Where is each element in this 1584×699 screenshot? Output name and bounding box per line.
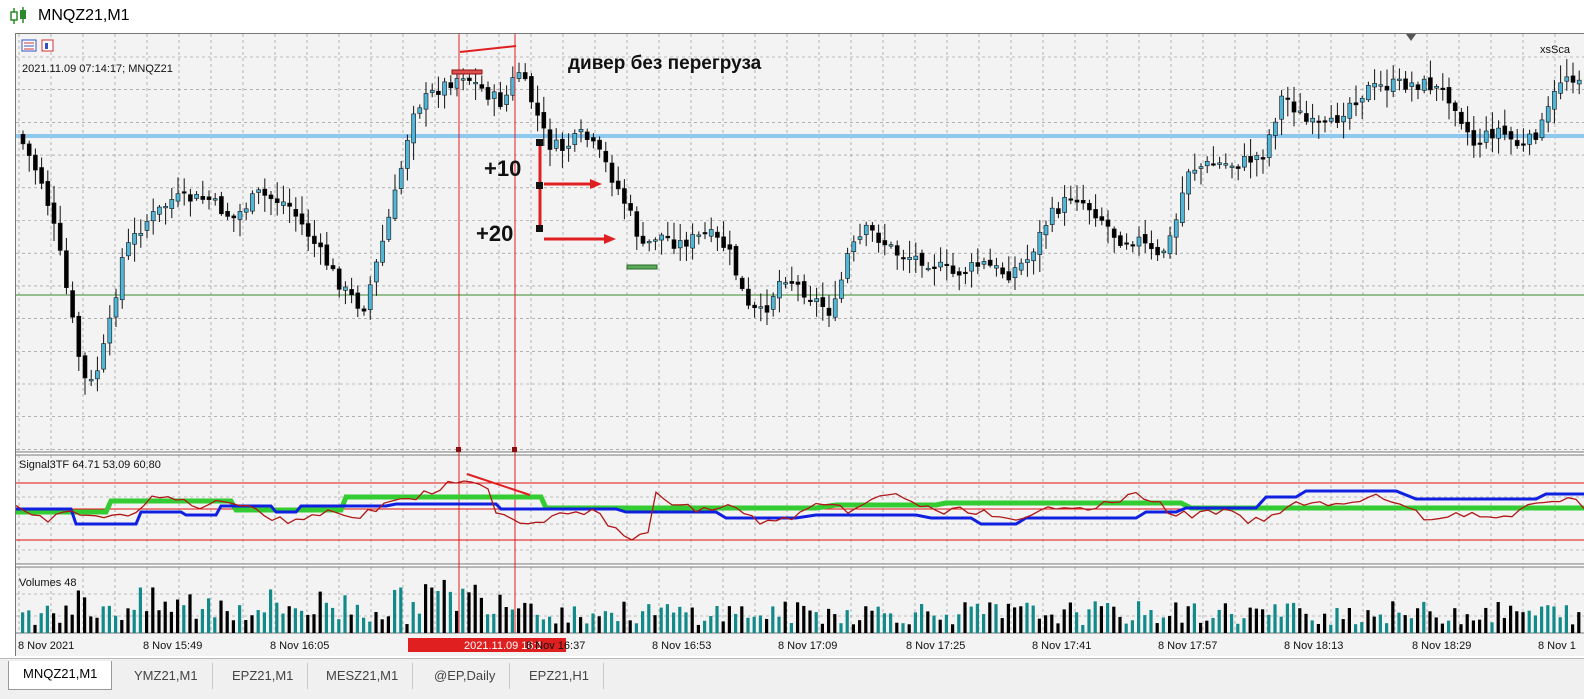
arrow-right-icon: [604, 234, 616, 244]
top-level-marker[interactable]: [451, 69, 483, 75]
bottom-level-marker[interactable]: [626, 264, 658, 270]
chart-header-info: 2021.11.09 07:14:17; MNQZ21: [22, 63, 173, 75]
plus20-label: +20: [476, 221, 513, 246]
tab-ep-daily[interactable]: @EP,Daily: [420, 663, 511, 689]
candlestick-chart-icon: [10, 7, 26, 24]
window-titlebar: MNQZ21,M1: [0, 0, 1584, 32]
time-axis-label: 8 Nov 16:53: [652, 640, 711, 652]
tab-ymz21[interactable]: YMZ21,M1: [120, 663, 213, 689]
time-axis-label: 8 Nov 1: [1538, 640, 1576, 652]
tab-epz21-h1[interactable]: EPZ21,H1: [515, 663, 604, 689]
marker-handle[interactable]: [512, 447, 517, 452]
time-axis-label: 8 Nov 15:49: [143, 640, 202, 652]
signal-series: [16, 480, 1584, 541]
volumes-indicator-label: Volumes 48: [19, 577, 76, 589]
chart-canvas[interactable]: +10 +20 дивер без перегруза 2021.11.09 0…: [16, 34, 1584, 656]
annotation-title: дивер без перегруза: [568, 53, 762, 74]
time-axis-label: 8 Nov 16:37: [526, 640, 585, 652]
plus10-label: +10: [484, 156, 521, 181]
bracket-point[interactable]: [536, 225, 543, 232]
time-highlight-box: [408, 638, 566, 652]
window-title: MNQZ21,M1: [38, 7, 130, 24]
tab-mesz21[interactable]: MESZ21,M1: [312, 663, 414, 689]
time-axis-label: 8 Nov 18:29: [1412, 640, 1471, 652]
chart-shift-marker-icon[interactable]: [1406, 34, 1416, 41]
arrow-right-icon: [590, 179, 602, 189]
pane-separator: [16, 452, 1584, 455]
signal-divergence-line[interactable]: [466, 473, 531, 496]
bracket-point[interactable]: [536, 182, 543, 189]
tab-epz21-m1[interactable]: EPZ21,M1: [218, 663, 309, 689]
candlestick-series: [20, 59, 1582, 395]
time-axis-label: 8 Nov 2021: [18, 640, 74, 652]
time-axis-label: 8 Nov 17:41: [1032, 640, 1091, 652]
time-axis-label: 8 Nov 17:09: [778, 640, 837, 652]
divergence-trendline[interactable]: [459, 45, 517, 53]
time-axis: 2021.11.09 16:1 8 Nov 2021 8 Nov 15:49 8 N…: [18, 638, 1576, 652]
chart-grid: [16, 34, 1584, 633]
time-highlight-label: 2021.11.09 16:1: [464, 640, 543, 652]
bracket-point[interactable]: [536, 139, 543, 146]
chart-header-icons[interactable]: [21, 39, 54, 52]
pane-separator: [16, 564, 1584, 567]
time-axis-label: 8 Nov 16:05: [270, 640, 329, 652]
chart-tabs: MNQZ21,M1 YMZ21,M1 EPZ21,M1 MESZ21,M1 @E…: [0, 658, 1584, 699]
marker-handle[interactable]: [456, 447, 461, 452]
volume-series: [21, 579, 1581, 633]
time-axis-label: 8 Nov 18:13: [1284, 640, 1343, 652]
time-axis-label: 8 Nov 17:57: [1158, 640, 1217, 652]
signal-indicator-label: Signal3TF 64.71 53.09 60.80: [19, 459, 161, 471]
top-right-label: xsSca: [1540, 44, 1571, 56]
time-axis-label: 8 Nov 17:25: [906, 640, 965, 652]
chart-area[interactable]: +10 +20 дивер без перегруза 2021.11.09 0…: [15, 33, 1584, 656]
tab-mnqz21[interactable]: MNQZ21,M1: [8, 661, 113, 690]
